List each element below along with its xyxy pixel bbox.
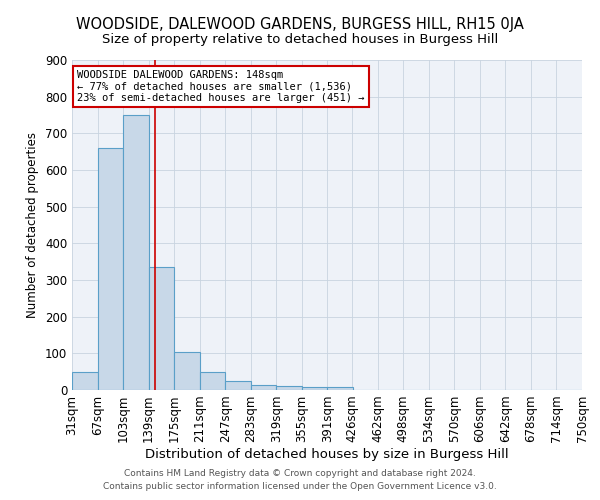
X-axis label: Distribution of detached houses by size in Burgess Hill: Distribution of detached houses by size … — [145, 448, 509, 461]
Text: Contains public sector information licensed under the Open Government Licence v3: Contains public sector information licen… — [103, 482, 497, 491]
Text: WOODSIDE, DALEWOOD GARDENS, BURGESS HILL, RH15 0JA: WOODSIDE, DALEWOOD GARDENS, BURGESS HILL… — [76, 18, 524, 32]
Bar — [302, 387, 328, 390]
Bar — [174, 352, 200, 390]
Bar — [276, 386, 302, 390]
Bar — [98, 148, 123, 390]
Bar — [225, 381, 251, 390]
Text: Contains HM Land Registry data © Crown copyright and database right 2024.: Contains HM Land Registry data © Crown c… — [124, 468, 476, 477]
Bar — [72, 372, 98, 390]
Bar — [200, 372, 225, 390]
Bar — [149, 267, 174, 390]
Bar — [328, 387, 353, 390]
Bar — [251, 384, 276, 390]
Y-axis label: Number of detached properties: Number of detached properties — [26, 132, 40, 318]
Text: WOODSIDE DALEWOOD GARDENS: 148sqm
← 77% of detached houses are smaller (1,536)
2: WOODSIDE DALEWOOD GARDENS: 148sqm ← 77% … — [77, 70, 365, 103]
Bar — [123, 115, 149, 390]
Text: Size of property relative to detached houses in Burgess Hill: Size of property relative to detached ho… — [102, 32, 498, 46]
